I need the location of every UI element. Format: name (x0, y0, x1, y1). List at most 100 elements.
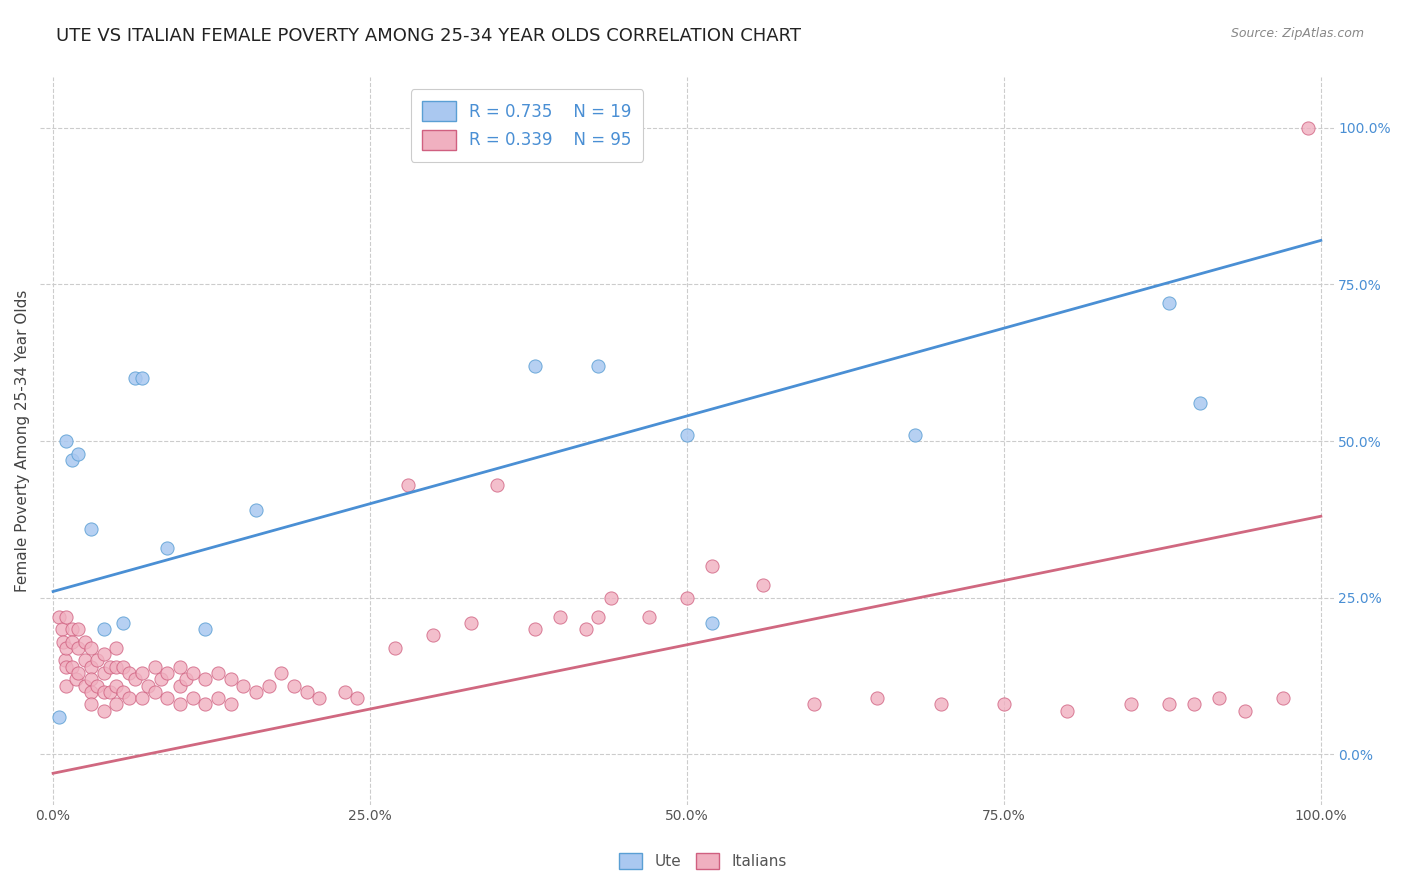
Point (93, 665, 115, 680)
Point (1157, 698, 1180, 712)
Point (60, 622, 83, 636)
Point (73, 634, 96, 648)
Point (118, 691, 141, 706)
Point (194, 672, 217, 686)
Point (51, 622, 73, 636)
Point (346, 691, 368, 706)
Point (98, 659, 121, 673)
Point (111, 615, 134, 630)
Point (207, 665, 229, 680)
Point (207, 691, 229, 706)
Point (1189, 396, 1212, 410)
Point (86, 653, 108, 667)
Point (48, 710, 70, 724)
Point (232, 679, 254, 693)
Point (149, 672, 172, 686)
Point (73, 653, 96, 667)
Point (67, 640, 90, 655)
Legend: Ute, Italians: Ute, Italians (613, 847, 793, 875)
Point (929, 698, 952, 712)
Point (105, 659, 128, 673)
Point (105, 640, 128, 655)
Point (523, 359, 546, 373)
Point (574, 622, 596, 636)
Point (1157, 296, 1180, 310)
Point (181, 665, 204, 680)
Legend: R = 0.735    N = 19, R = 0.339    N = 95: R = 0.735 N = 19, R = 0.339 N = 95 (411, 89, 643, 161)
Point (93, 704, 115, 718)
Point (67, 622, 90, 636)
Point (55, 640, 77, 655)
Point (1233, 704, 1256, 718)
Point (55, 609, 77, 624)
Point (105, 679, 128, 693)
Point (308, 691, 330, 706)
Point (131, 665, 153, 680)
Point (1271, 691, 1294, 706)
Point (257, 679, 280, 693)
Point (80, 685, 103, 699)
Point (73, 679, 96, 693)
Point (1208, 691, 1230, 706)
Point (523, 622, 546, 636)
Y-axis label: Female Poverty Among 25-34 Year Olds: Female Poverty Among 25-34 Year Olds (15, 290, 30, 592)
Point (86, 679, 108, 693)
Point (1119, 698, 1142, 712)
Point (131, 691, 153, 706)
Point (586, 359, 609, 373)
Point (270, 665, 292, 680)
Point (156, 665, 179, 680)
Point (111, 659, 134, 673)
Point (676, 591, 699, 605)
Point (1296, 120, 1319, 135)
Point (169, 698, 191, 712)
Point (333, 685, 356, 699)
Point (131, 371, 153, 385)
Point (194, 622, 217, 636)
Point (93, 622, 115, 636)
Point (1056, 704, 1078, 718)
Point (396, 478, 419, 492)
Point (638, 609, 661, 624)
Point (48, 609, 70, 624)
Point (866, 691, 889, 706)
Point (80, 522, 103, 536)
Point (904, 427, 927, 442)
Point (485, 478, 508, 492)
Point (52, 634, 75, 648)
Point (80, 640, 103, 655)
Point (60, 659, 83, 673)
Point (67, 446, 90, 460)
Point (702, 559, 724, 574)
Point (143, 685, 166, 699)
Point (65, 672, 87, 686)
Point (105, 698, 128, 712)
Point (548, 609, 571, 624)
Point (384, 640, 406, 655)
Point (80, 659, 103, 673)
Text: UTE VS ITALIAN FEMALE POVERTY AMONG 25-34 YEAR OLDS CORRELATION CHART: UTE VS ITALIAN FEMALE POVERTY AMONG 25-3… (56, 27, 801, 45)
Point (60, 634, 83, 648)
Point (60, 453, 83, 467)
Point (93, 685, 115, 699)
Point (93, 647, 115, 661)
Point (98, 685, 121, 699)
Point (55, 659, 77, 673)
Point (80, 672, 103, 686)
Point (181, 691, 204, 706)
Point (67, 665, 90, 680)
Point (174, 672, 197, 686)
Point (194, 698, 217, 712)
Point (80, 698, 103, 712)
Point (676, 427, 699, 442)
Point (169, 679, 191, 693)
Point (245, 503, 267, 517)
Point (993, 698, 1015, 712)
Point (55, 434, 77, 448)
Point (702, 615, 724, 630)
Point (219, 672, 242, 686)
Point (219, 698, 242, 712)
Point (143, 659, 166, 673)
Point (124, 672, 146, 686)
Point (752, 578, 775, 592)
